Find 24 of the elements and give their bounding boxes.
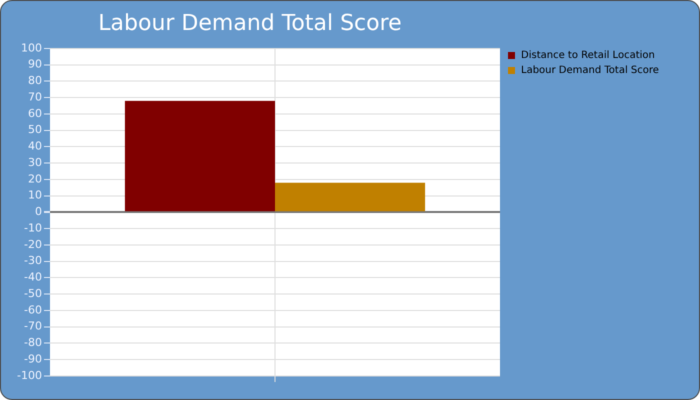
- y-tick-label: 70: [28, 90, 42, 104]
- y-tick-label: -50: [24, 286, 42, 300]
- y-tick-label: 40: [28, 140, 42, 153]
- y-tick-label: 30: [28, 156, 42, 169]
- y-tick-label: 20: [28, 172, 42, 186]
- y-tick-label: 90: [28, 58, 42, 71]
- y-tick-label: 0: [35, 205, 42, 218]
- y-tick-label: -30: [24, 254, 42, 268]
- y-tick-label: 10: [28, 188, 42, 202]
- legend-label: Labour Demand Total Score: [521, 65, 659, 76]
- y-tick-label: 100: [21, 41, 42, 54]
- y-tick-label: -100: [17, 368, 42, 382]
- y-tick-label: -80: [24, 336, 42, 350]
- y-tick-label: -20: [24, 238, 42, 251]
- y-tick-label: -90: [24, 352, 42, 366]
- y-tick-label: 50: [28, 123, 42, 136]
- legend-label: Distance to Retail Location: [521, 50, 655, 62]
- y-tick-label: -10: [24, 221, 42, 234]
- chart-title: Labour Demand Total Score: [98, 10, 402, 36]
- y-tick-label: 80: [28, 74, 42, 88]
- y-tick-label: -40: [24, 270, 42, 284]
- y-tick-label: -60: [24, 303, 42, 316]
- y-tick-label: 60: [28, 106, 42, 120]
- y-tick-label: -70: [24, 320, 42, 333]
